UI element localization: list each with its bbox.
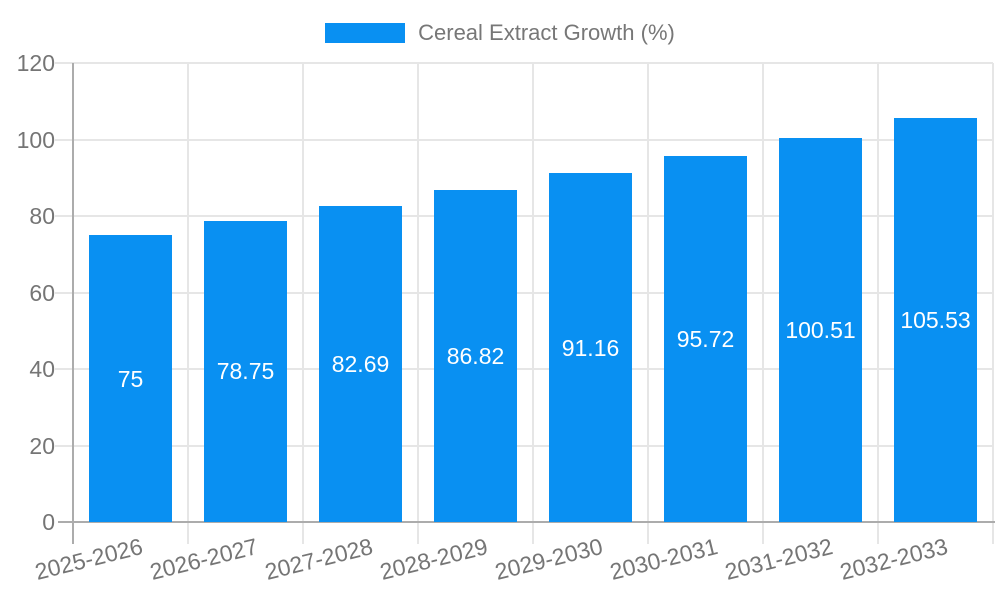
y-tick-label: 120 [16,50,55,76]
bar-value-label: 95.72 [676,325,735,352]
bar-value-label: 82.69 [331,350,390,377]
bar[interactable] [549,173,632,522]
v-gridline [417,63,419,544]
y-tick-label: 0 [42,509,55,535]
bar[interactable] [89,235,172,522]
v-gridline [647,63,649,544]
bar[interactable] [664,155,747,522]
bar[interactable] [434,189,517,522]
v-gridline [302,63,304,544]
y-tick-label: 20 [29,432,55,459]
h-gridline [55,444,993,447]
bar[interactable] [779,137,862,522]
bar[interactable] [319,205,402,522]
v-gridline [532,63,534,544]
legend-label: Cereal Extract Growth (%) [418,20,675,45]
h-gridline [55,138,993,141]
bar[interactable] [204,220,287,522]
bar-value-label: 91.16 [561,334,620,361]
y-tick-label: 80 [29,203,55,229]
y-tick-label: 60 [29,279,55,306]
bar-value-label: 100.51 [785,316,856,343]
bar-value-label: 78.75 [216,358,275,385]
h-gridline [55,368,993,370]
bar-value-label: 105.53 [900,307,971,334]
bar-value-label: 75 [117,365,144,392]
y-tick-label: 100 [16,126,55,153]
y-axis-line [72,63,74,544]
x-tick-label: 2026-2027 [146,533,260,585]
legend-swatch [325,23,406,43]
bar-value-label: 86.82 [446,342,505,369]
x-tick-label: 2027-2028 [261,533,375,585]
x-axis-line [58,521,995,523]
h-gridline [55,291,993,294]
x-tick-label: 2029-2030 [491,533,605,585]
v-gridline [187,63,189,544]
h-gridline [55,215,993,217]
x-tick-label: 2031-2032 [721,533,835,585]
h-gridline [55,62,993,64]
y-tick-label: 40 [29,356,55,382]
x-tick-label: 2030-2031 [606,533,720,585]
x-tick-label: 2028-2029 [376,533,490,585]
v-gridline [992,63,994,544]
bar[interactable] [894,118,977,522]
x-tick-label: 2032-2033 [836,533,950,585]
x-tick-label: 2025-2026 [31,533,145,585]
v-gridline [762,63,764,544]
v-gridline [877,63,879,544]
legend[interactable]: Cereal Extract Growth (%) [0,18,1000,48]
